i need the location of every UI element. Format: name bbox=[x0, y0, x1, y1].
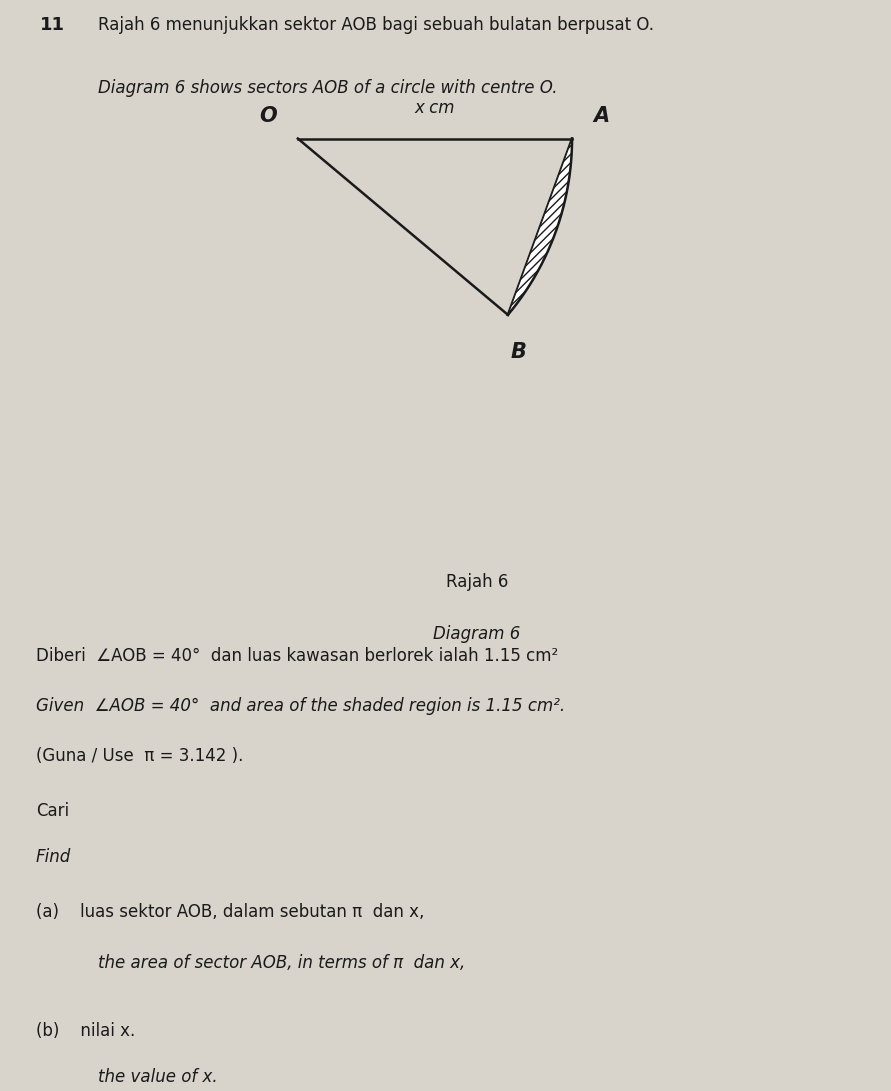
Text: the value of x.: the value of x. bbox=[98, 1068, 217, 1086]
Text: 11: 11 bbox=[40, 16, 65, 34]
Text: Rajah 6 menunjukkan sektor AOB bagi sebuah bulatan berpusat O.: Rajah 6 menunjukkan sektor AOB bagi sebu… bbox=[98, 16, 654, 34]
Text: Diagram 6 shows sectors AOB of a circle with centre O.: Diagram 6 shows sectors AOB of a circle … bbox=[98, 79, 558, 96]
Text: Rajah 6: Rajah 6 bbox=[446, 573, 509, 590]
Text: A: A bbox=[593, 106, 609, 125]
Text: B: B bbox=[511, 343, 527, 362]
Text: Cari: Cari bbox=[36, 802, 69, 820]
Text: O: O bbox=[259, 106, 277, 125]
Text: (a)    luas sektor AOB, dalam sebutan π  dan x,: (a) luas sektor AOB, dalam sebutan π dan… bbox=[36, 903, 424, 921]
Text: (Guna / Use  π = 3.142 ).: (Guna / Use π = 3.142 ). bbox=[36, 747, 243, 765]
Text: Diberi  ∠AOB = 40°  dan luas kawasan berlorek ialah 1.15 cm²: Diberi ∠AOB = 40° dan luas kawasan berlo… bbox=[36, 647, 558, 664]
Text: the area of sector AOB, in terms of π  dan x,: the area of sector AOB, in terms of π da… bbox=[98, 954, 465, 971]
Text: (b)    nilai x.: (b) nilai x. bbox=[36, 1022, 135, 1040]
Text: x cm: x cm bbox=[414, 99, 455, 118]
Text: Given  ∠AOB = 40°  and area of the shaded region is 1.15 cm².: Given ∠AOB = 40° and area of the shaded … bbox=[36, 697, 565, 715]
Text: Diagram 6: Diagram 6 bbox=[433, 625, 521, 644]
Text: Find: Find bbox=[36, 848, 71, 866]
Polygon shape bbox=[508, 139, 572, 315]
